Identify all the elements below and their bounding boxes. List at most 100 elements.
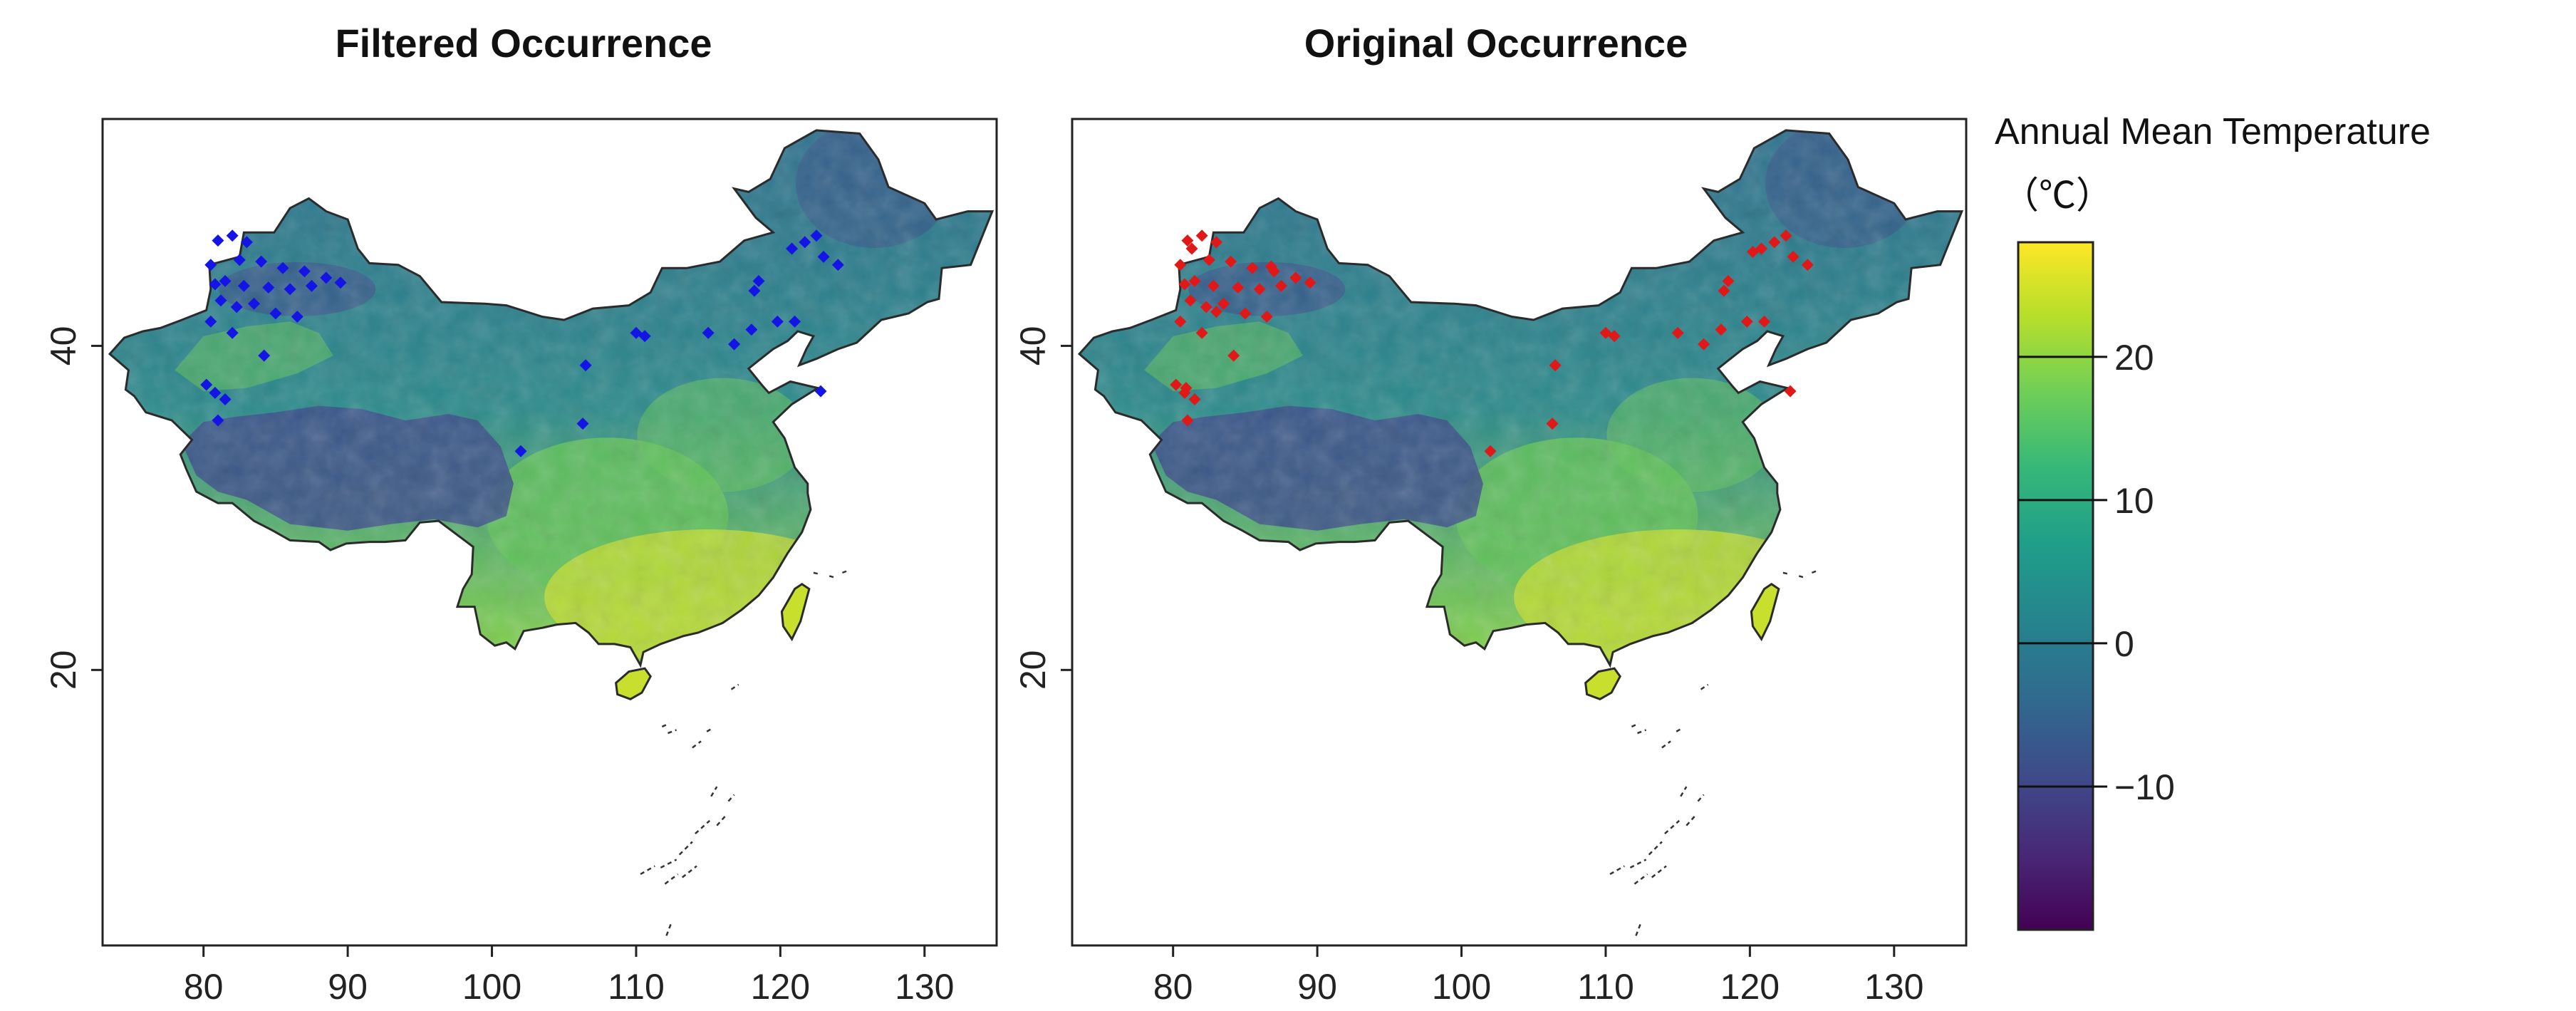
occurrence-point: [1232, 281, 1245, 294]
occurrence-point: [1246, 261, 1259, 274]
occurrence-point: [200, 378, 213, 391]
occurrence-point: [212, 414, 224, 427]
colorbar-tick-label: 0: [2114, 624, 2134, 664]
occurrence-point: [1181, 234, 1194, 247]
occurrence-point: [514, 445, 527, 457]
y-tick-label: 40: [1013, 326, 1053, 366]
occurrence-point: [1239, 307, 1252, 320]
panel-title: Filtered Occurrence: [335, 21, 712, 66]
occurrence-point: [248, 297, 261, 310]
occurrence-point: [276, 261, 289, 274]
occurrence-point: [240, 236, 253, 249]
occurrence-point: [212, 234, 224, 247]
colorbar-unit: （℃）: [2002, 175, 2113, 217]
x-tick-label: 110: [1577, 967, 1634, 1007]
occurrence-point: [1549, 359, 1562, 372]
occurrence-point: [306, 279, 318, 292]
occurrence-point: [799, 236, 811, 249]
occurrence-point: [771, 315, 784, 328]
panel-title: Original Occurrence: [1304, 21, 1688, 66]
occurrence-point: [291, 311, 303, 323]
occurrence-point: [219, 393, 232, 405]
occurrence-point: [320, 271, 333, 284]
occurrence-point: [1264, 260, 1277, 273]
occurrence-point: [237, 279, 250, 292]
occurrence-point: [579, 359, 592, 372]
x-tick-label: 90: [1297, 967, 1337, 1007]
occurrence-point: [1210, 306, 1222, 318]
x-tick-label: 120: [751, 967, 810, 1007]
y-tick-label: 20: [43, 650, 83, 690]
occurrence-point: [1227, 349, 1240, 362]
occurrence-point: [1210, 236, 1222, 249]
occurrence-point: [1253, 283, 1266, 296]
x-tick-label: 130: [1864, 967, 1923, 1007]
x-tick-label: 90: [328, 967, 368, 1007]
plot-frame: [101, 118, 998, 947]
occurrence-points: [200, 229, 844, 457]
taiwan-island: [780, 582, 811, 642]
x-tick-label: 80: [184, 967, 224, 1007]
occurrence-point: [204, 315, 217, 328]
occurrence-point: [298, 265, 311, 278]
occurrence-point: [334, 276, 347, 289]
y-tick-label: 40: [43, 326, 83, 366]
hainan-island: [615, 667, 652, 700]
occurrence-point: [786, 242, 799, 255]
occurrence-point: [638, 330, 651, 343]
occurrence-point: [255, 255, 268, 268]
occurrence-point: [233, 254, 246, 266]
country-border: [108, 129, 994, 668]
occurrence-point: [1217, 297, 1230, 310]
south-sea-islands: [1609, 570, 1817, 936]
occurrence-point: [1260, 311, 1273, 323]
occurrence-point: [209, 386, 222, 399]
occurrence-point: [269, 307, 282, 320]
occurrence-point: [1225, 255, 1237, 268]
occurrence-point: [1188, 274, 1201, 287]
occurrence-point: [576, 418, 589, 430]
occurrence-point: [258, 349, 271, 362]
x-axis: 80 90 100 110 120 130: [1153, 945, 1924, 1007]
occurrence-point: [204, 259, 217, 271]
occurrence-point: [1174, 259, 1187, 271]
occurrence-point: [209, 278, 222, 291]
hainan-island: [1584, 667, 1621, 700]
occurrence-point: [748, 284, 761, 297]
occurrence-point: [226, 326, 239, 339]
occurrence-point: [814, 385, 827, 398]
occurrence-point: [702, 326, 715, 339]
colorbar-title: Annual Mean Temperature: [1995, 111, 2431, 152]
occurrence-point: [1180, 382, 1193, 395]
occurrence-point: [219, 274, 232, 287]
occurrence-point: [214, 294, 227, 307]
occurrence-point: [1698, 338, 1710, 351]
x-tick-label: 80: [1153, 967, 1193, 1007]
occurrence-point: [1758, 315, 1771, 328]
south-sea-islands: [640, 570, 847, 936]
x-tick-label: 130: [895, 967, 954, 1007]
x-axis: 80 90 100 110 120 130: [184, 945, 955, 1007]
occurrence-point: [1608, 330, 1621, 343]
occurrence-point: [230, 301, 243, 313]
occurrence-point: [284, 283, 296, 296]
occurrence-point: [1195, 326, 1208, 339]
country-border: [1077, 129, 1964, 668]
occurrence-point: [1801, 259, 1814, 271]
colorbar-tick-label: 10: [2114, 481, 2154, 521]
occurrence-point: [1181, 414, 1194, 427]
colorbar-tick-label: −10: [2114, 767, 2175, 807]
x-tick-label: 120: [1720, 967, 1780, 1007]
x-tick-label: 100: [462, 967, 521, 1007]
occurrence-point: [1188, 393, 1201, 405]
occurrence-point: [262, 281, 275, 294]
occurrence-point: [1203, 254, 1215, 266]
occurrence-point: [226, 229, 239, 242]
colorbar-ramp: [2017, 241, 2094, 931]
occurrence-point: [1715, 323, 1728, 336]
